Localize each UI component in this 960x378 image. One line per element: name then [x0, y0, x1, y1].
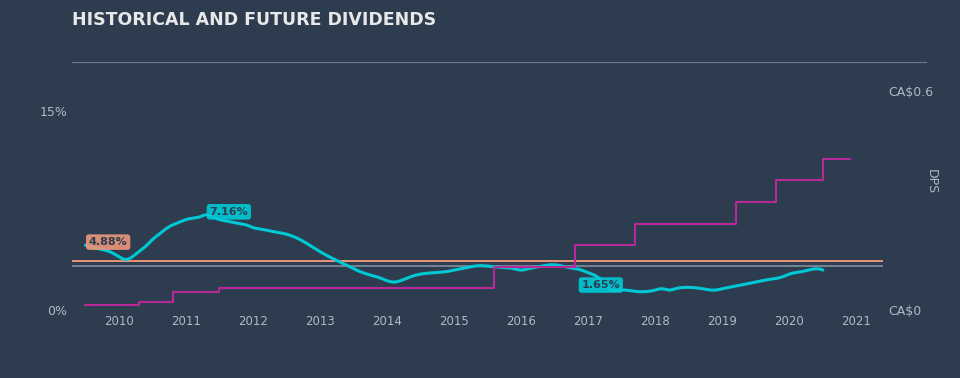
Text: 1.65%: 1.65% — [582, 280, 620, 290]
Text: 4.88%: 4.88% — [88, 237, 128, 247]
Text: 7.16%: 7.16% — [209, 207, 249, 217]
Text: HISTORICAL AND FUTURE DIVIDENDS: HISTORICAL AND FUTURE DIVIDENDS — [72, 11, 436, 29]
Text: DPS: DPS — [924, 169, 938, 194]
